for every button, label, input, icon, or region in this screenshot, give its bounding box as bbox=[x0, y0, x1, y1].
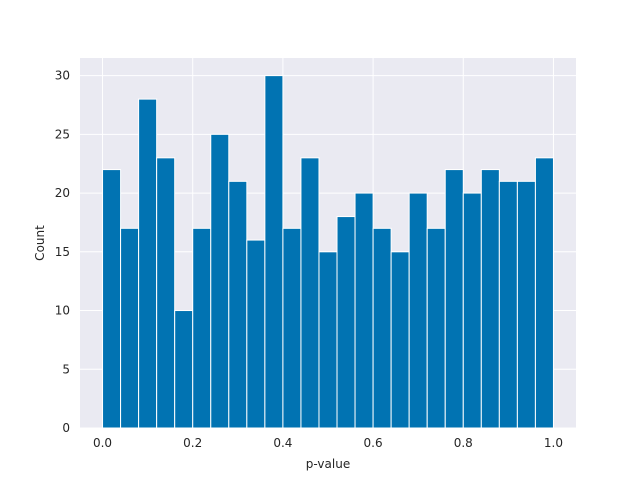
histogram-bar bbox=[120, 227, 140, 429]
x-tick-label: 0.6 bbox=[364, 436, 383, 450]
histogram-bar bbox=[444, 169, 464, 429]
histogram-bar bbox=[228, 180, 248, 429]
y-tick-labels: 0 5 10 15 20 25 30 bbox=[55, 69, 70, 435]
histogram-bar bbox=[138, 98, 158, 429]
histogram-bar bbox=[264, 75, 284, 429]
x-tick-label: 0.2 bbox=[183, 436, 202, 450]
histogram-bar bbox=[318, 251, 338, 429]
x-tick-label: 1.0 bbox=[544, 436, 563, 450]
y-tick-label: 15 bbox=[55, 245, 70, 259]
y-axis-label: Count bbox=[33, 225, 47, 261]
x-tick-label: 0.4 bbox=[273, 436, 292, 450]
histogram-bar bbox=[282, 227, 302, 429]
histogram-bar bbox=[516, 180, 536, 429]
bars-group bbox=[102, 75, 554, 429]
y-tick-label: 20 bbox=[55, 186, 70, 200]
y-tick-label: 25 bbox=[55, 127, 70, 141]
histogram-bar bbox=[354, 192, 374, 429]
y-tick-label: 0 bbox=[62, 421, 70, 435]
y-tick-label: 10 bbox=[55, 304, 70, 318]
histogram-bar bbox=[156, 157, 176, 429]
histogram-bar bbox=[462, 192, 482, 429]
histogram-bar bbox=[426, 227, 446, 429]
histogram-bar bbox=[300, 157, 320, 429]
y-tick-label: 5 bbox=[62, 362, 70, 376]
histogram-bar bbox=[174, 310, 194, 429]
histogram-bar bbox=[192, 227, 212, 429]
x-tick-labels: 0.0 0.2 0.4 0.6 0.8 1.0 bbox=[93, 436, 563, 450]
y-tick-label: 30 bbox=[55, 69, 70, 83]
x-axis-label: p-value bbox=[306, 457, 350, 471]
histogram-bar bbox=[390, 251, 410, 429]
histogram-bar bbox=[534, 157, 554, 429]
x-tick-label: 0.0 bbox=[93, 436, 112, 450]
histogram-bar bbox=[498, 180, 518, 429]
histogram-bar bbox=[102, 169, 122, 429]
histogram-bar bbox=[246, 239, 266, 429]
histogram-bar bbox=[336, 216, 356, 429]
histogram-bar bbox=[372, 227, 392, 429]
histogram-bar bbox=[480, 169, 500, 429]
histogram-bar bbox=[210, 133, 230, 429]
x-tick-label: 0.8 bbox=[454, 436, 473, 450]
histogram-bar bbox=[408, 192, 428, 429]
